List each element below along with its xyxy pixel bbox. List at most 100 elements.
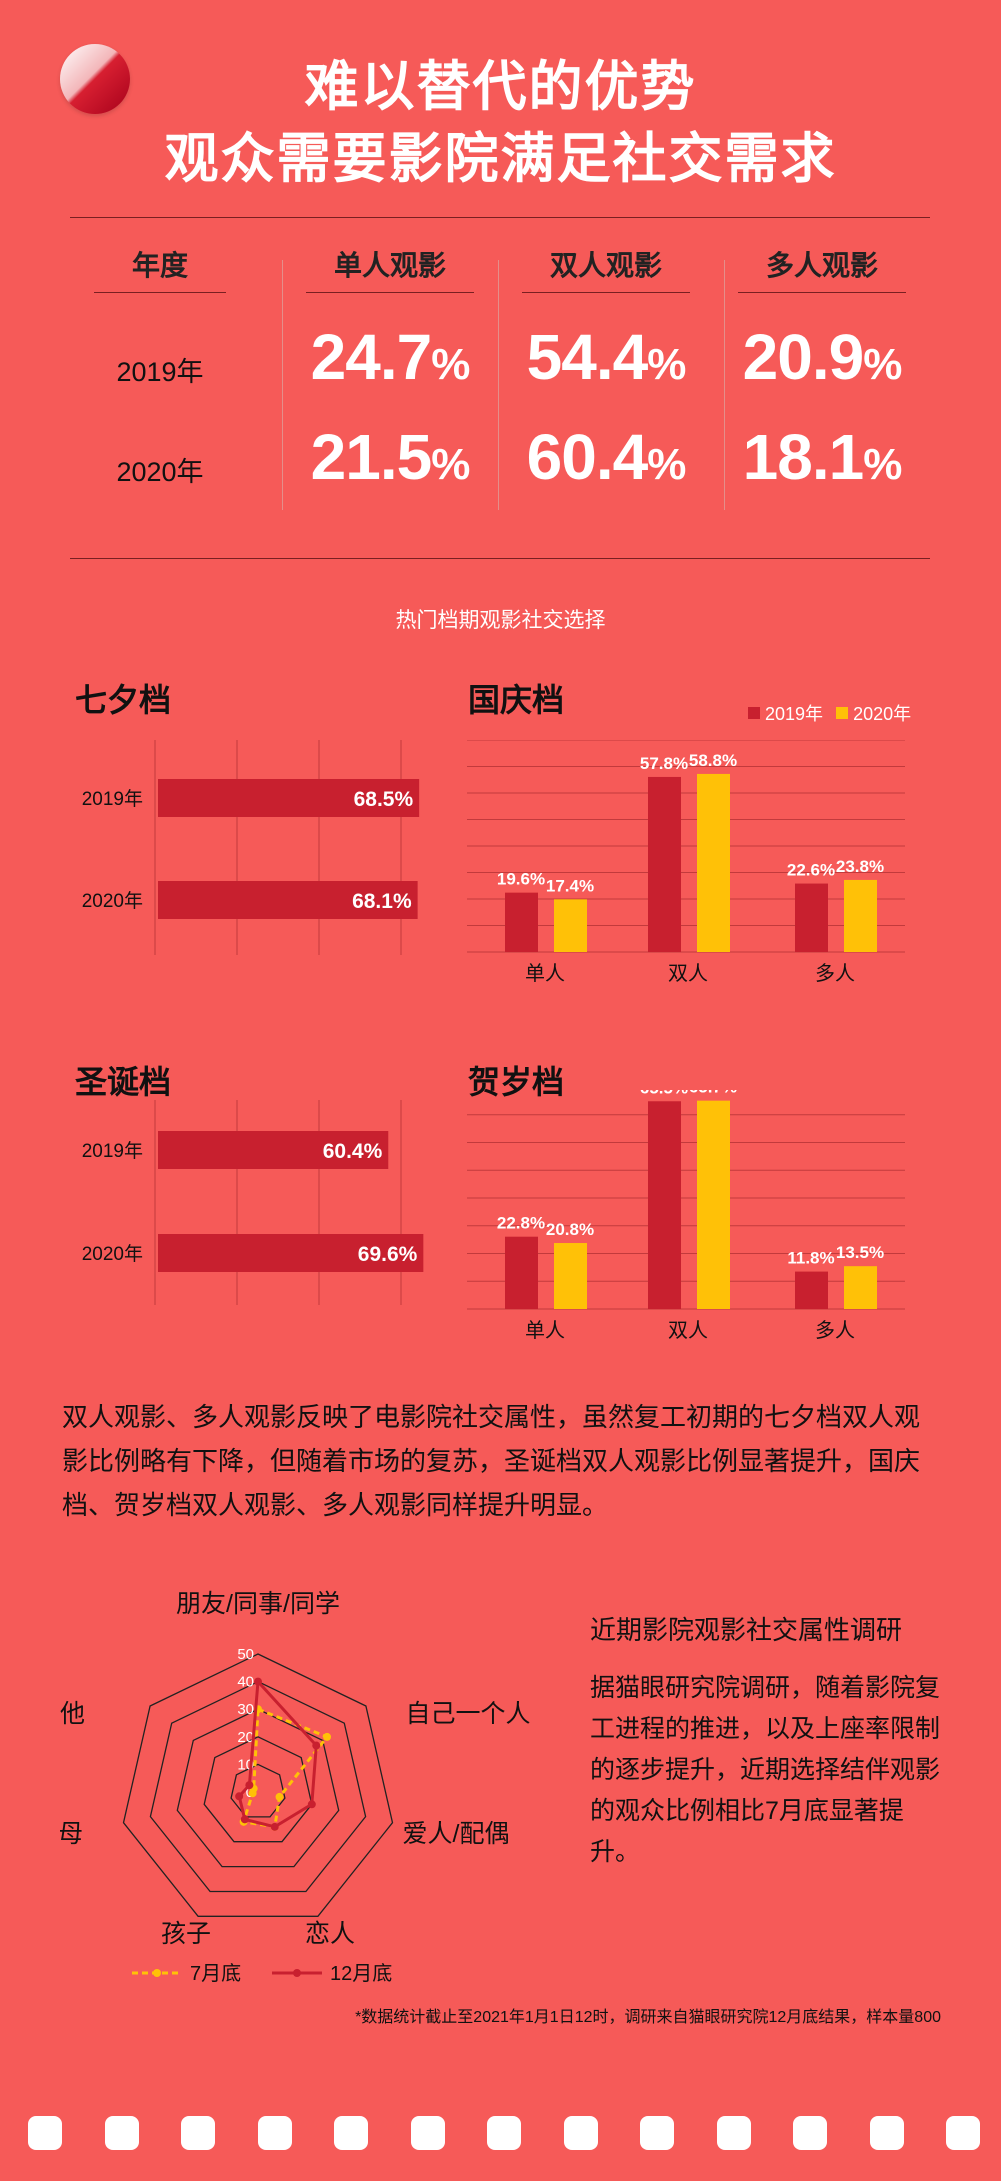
chart-title-hesui: 贺岁档 [468, 1064, 565, 1100]
stats-separator [724, 260, 725, 510]
radar-ring [203, 1736, 313, 1843]
radar-point [312, 1741, 321, 1750]
section-label: 热门档期观影社交选择 [395, 609, 606, 632]
data-label: 17.4% [546, 876, 594, 895]
chart-shengdan: 2019年 60.4% 2020年 69.6% [82, 1100, 424, 1305]
radar-axis-label: 爱人/配偶 [403, 1820, 510, 1848]
radar-point [275, 1792, 284, 1801]
stats-multi-2019: 20.9% [742, 321, 903, 393]
chart-hesui: 22.8%20.8% 单人 65.5%65.7% 双人 11.8%13.5% 多人 [467, 1090, 905, 1342]
bar-2020 [554, 1243, 587, 1309]
legend-2020-label: 2020年 [853, 704, 912, 724]
radar-legend-marker [293, 1969, 301, 1977]
bar-2019 [505, 892, 538, 952]
divider-bottom [70, 558, 930, 559]
stats-double-2019: 54.4% [526, 321, 687, 393]
data-label: 69.6% [358, 1243, 418, 1266]
data-label: 68.5% [354, 788, 414, 811]
data-label: 58.8% [689, 751, 737, 770]
bar-2020 [844, 1266, 877, 1309]
bar-2019 [648, 1101, 681, 1309]
data-label: 22.6% [787, 861, 835, 880]
divider-top [70, 217, 930, 218]
stats-multi-2020: 18.1% [742, 421, 903, 493]
bar [158, 881, 418, 919]
legend: 2019年 2020年 [748, 700, 911, 726]
chart-guoqing: 19.6% 17.4% 单人 57.8% 58.8% 双人 22.6% 23.8% 多人 [467, 740, 905, 985]
stats-single-2019: 24.7% [310, 321, 471, 393]
bar-2020 [697, 773, 730, 952]
category-label: 单人 [525, 1319, 565, 1342]
bar [158, 1234, 424, 1272]
stats-col-double: 双人观影 54.4% 60.4% [498, 240, 714, 493]
radar-point [235, 1792, 244, 1801]
category-label: 多人 [815, 962, 855, 985]
bar [158, 779, 420, 817]
film-hole [28, 2116, 62, 2150]
radar-point [323, 1732, 332, 1741]
category-label: 2019年 [82, 788, 143, 810]
page-title-line1: 难以替代的优势 [304, 57, 697, 117]
stats-double-2020: 60.4% [526, 421, 687, 493]
film-hole [716, 2116, 751, 2150]
data-label: 60.4% [323, 1140, 383, 1163]
radar-axis-label: 其他 [60, 1700, 85, 1728]
radar-legend-label: 7月底 [190, 1962, 241, 1985]
category-label: 双人 [668, 962, 708, 985]
bar-2020 [844, 879, 877, 952]
film-hole [181, 2116, 215, 2150]
stats-single-2020: 21.5% [310, 421, 471, 493]
radar-ring [176, 1708, 340, 1868]
data-label: 22.8% [497, 1214, 545, 1233]
bar-2019 [795, 883, 828, 952]
radar-axis-label: 自己一个人 [405, 1700, 530, 1728]
radar-legend-marker [153, 1969, 161, 1977]
bar-2020 [554, 899, 587, 952]
data-label: 19.6% [497, 870, 545, 889]
data-label: 23.8% [836, 857, 884, 876]
page-title-line2: 观众需要影院满足社交需求 [164, 129, 837, 189]
footnote: *数据统计截止至2021年1月1日12时，调研来自猫眼研究院12月底结果，样本量… [355, 2009, 941, 2026]
film-hole [946, 2116, 980, 2150]
radar-axis-label: 朋友/同事/同学 [176, 1590, 340, 1618]
legend-2019-swatch [748, 707, 760, 719]
bar-2019 [505, 1236, 538, 1309]
stats-table: 年度 2019年 2020年 单人观影 24.7% 21.5% 双人观影 54.… [70, 240, 930, 520]
chart-title-guoqing: 国庆档 [468, 682, 565, 718]
film-hole [869, 2116, 904, 2150]
data-label: 68.1% [352, 890, 412, 913]
radar-point [245, 1781, 254, 1790]
radar-ring [149, 1680, 367, 1893]
stats-header-single: 单人观影 [306, 240, 474, 293]
survey-title: 近期影院观影社交属性调研 [590, 1615, 903, 1645]
data-label: 13.5% [836, 1243, 884, 1262]
radar-tick: 40 [237, 1674, 254, 1691]
radar-ring [122, 1653, 394, 1917]
bar-2020 [697, 1100, 730, 1309]
radar-tick: 50 [237, 1646, 254, 1663]
radar-axis-label: 孩子 [161, 1920, 211, 1948]
chart-title-shengdan: 圣诞档 [75, 1064, 172, 1100]
survey-text: 据猫眼研究院调研，随着影院复工进程的推进，以及上座率限制的逐步提升，近期选择结伴… [590, 1674, 941, 1866]
legend-2020-swatch [836, 707, 849, 719]
category-label: 双人 [668, 1319, 708, 1342]
stats-col-year: 年度 2019年 2020年 [70, 240, 250, 487]
logo [60, 44, 130, 114]
stats-year-2020: 2020年 [116, 457, 204, 487]
film-hole [563, 2116, 598, 2150]
radar-point [307, 1800, 316, 1809]
film-hole [410, 2116, 445, 2150]
radar-tick: 30 [237, 1701, 254, 1718]
bar [158, 1131, 389, 1169]
legend-2019-label: 2019年 [765, 704, 824, 724]
radar-point [254, 1677, 262, 1686]
category-label: 多人 [815, 1319, 855, 1342]
stats-header-year: 年度 [94, 240, 226, 293]
data-label: 65.5% [640, 1090, 688, 1097]
category-label: 单人 [525, 962, 565, 985]
radar-ring [230, 1763, 286, 1818]
radar-tick: 20 [237, 1729, 254, 1746]
bar-2019 [648, 776, 681, 952]
category-label: 2020年 [82, 890, 143, 912]
stats-separator [282, 260, 283, 510]
